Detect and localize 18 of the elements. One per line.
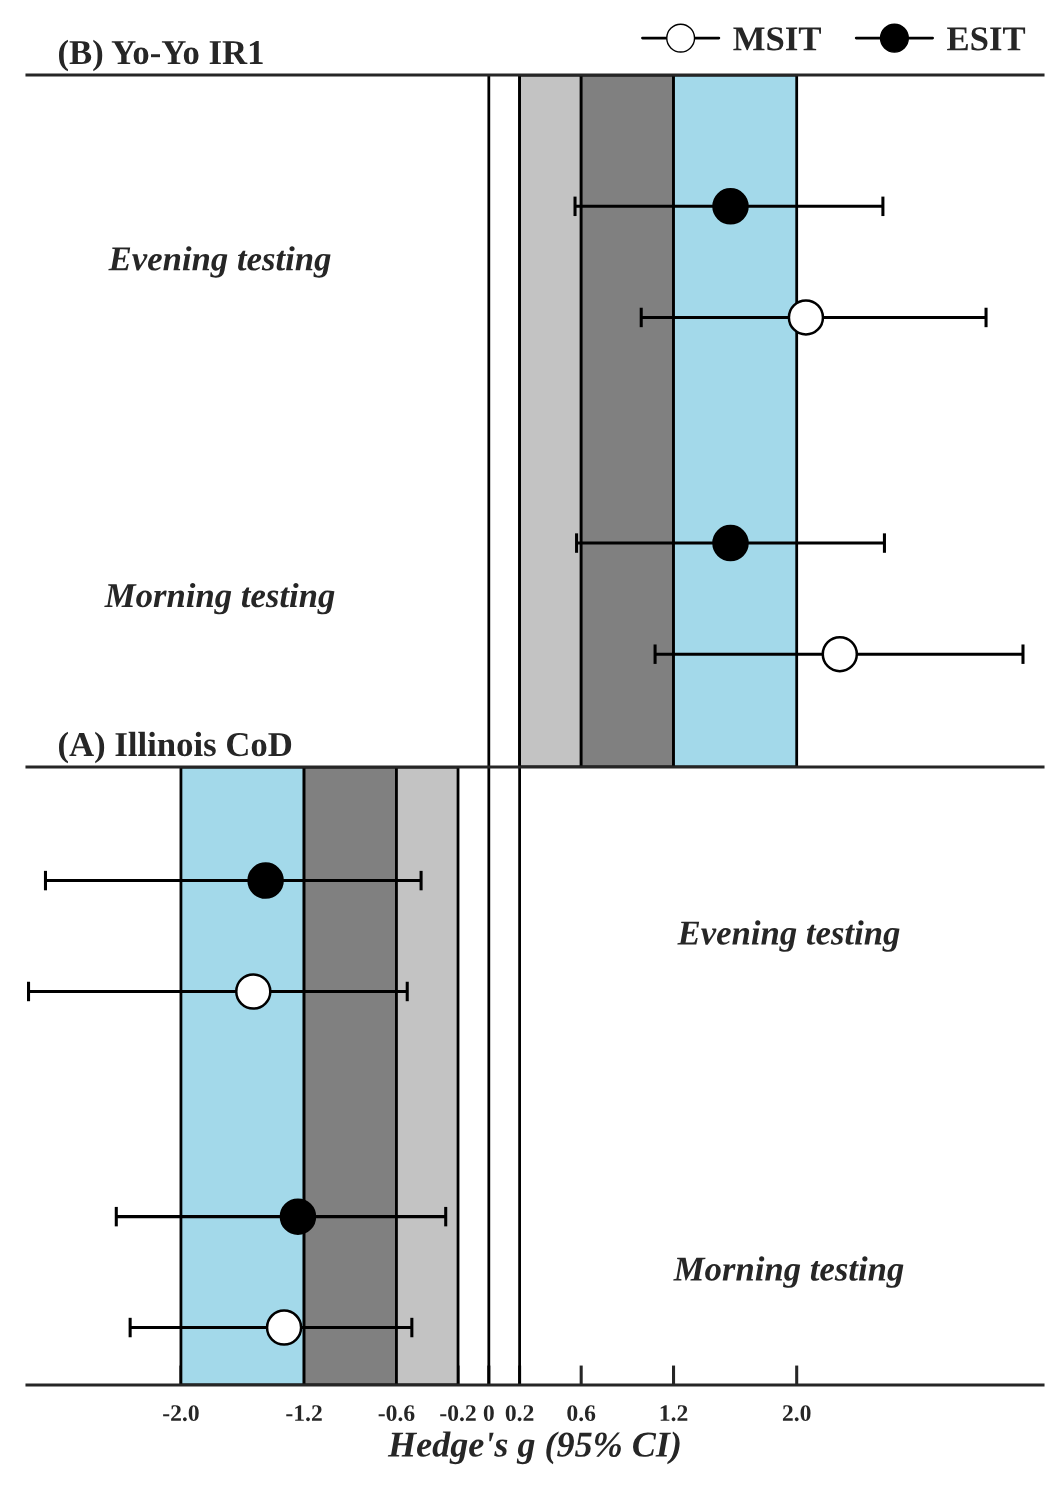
- x-tick-label: 0.6: [567, 1405, 596, 1422]
- x-tick-label: -2.0: [163, 1405, 199, 1422]
- x-tick-label: -0.2: [440, 1405, 476, 1422]
- x-tick-label: 0.2: [505, 1405, 534, 1422]
- x-axis-title: Hedge's g (95% CI): [387, 1431, 680, 1465]
- x-tick-label: 2.0: [782, 1405, 811, 1422]
- y-tick-label: Morning testing: [104, 582, 335, 615]
- chart-title: (A) Illinois CoD: [59, 731, 292, 764]
- legend-label: ESIT: [947, 27, 1026, 51]
- x-tick-label: -1.2: [286, 1405, 322, 1422]
- x-tick-label: 1.2: [660, 1405, 688, 1422]
- chart-title: (B) Yo-Yo IR1: [59, 39, 263, 72]
- y-tick-label: Morning testing: [673, 1256, 904, 1288]
- x-tick-label: -0.6: [378, 1405, 415, 1422]
- y-tick-label: Evening testing: [108, 246, 331, 278]
- legend-label: MSIT: [733, 27, 821, 51]
- x-tick-label: 0: [483, 1405, 494, 1422]
- y-tick-label: Evening testing: [677, 920, 900, 952]
